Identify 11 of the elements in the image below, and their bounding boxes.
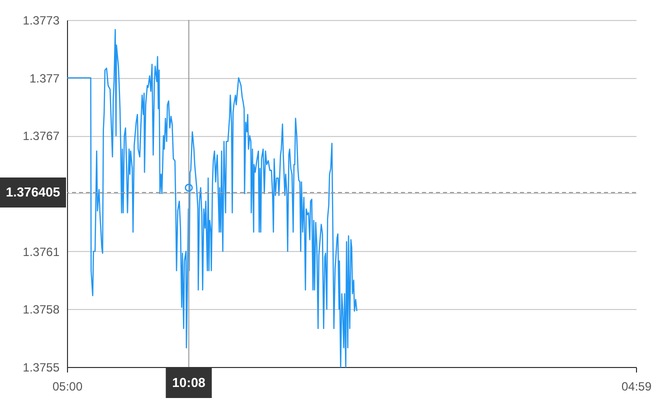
x-tick-label: 04:59 bbox=[621, 380, 652, 394]
ref-line-label: 1.376405 bbox=[6, 184, 60, 200]
y-tick-label: 1.3755 bbox=[22, 360, 60, 374]
y-tick-label: 1.3761 bbox=[22, 244, 60, 259]
ref-line-label: 10:08 bbox=[172, 375, 206, 390]
line-series bbox=[66, 29, 358, 368]
y-tick-label: 1.377 bbox=[29, 71, 60, 86]
y-tick-label: 1.3767 bbox=[22, 129, 60, 144]
x-tick-label: 05:00 bbox=[52, 380, 83, 394]
y-tick-label: 1.3758 bbox=[22, 302, 60, 317]
y-tick-label: 1.3773 bbox=[22, 14, 60, 28]
